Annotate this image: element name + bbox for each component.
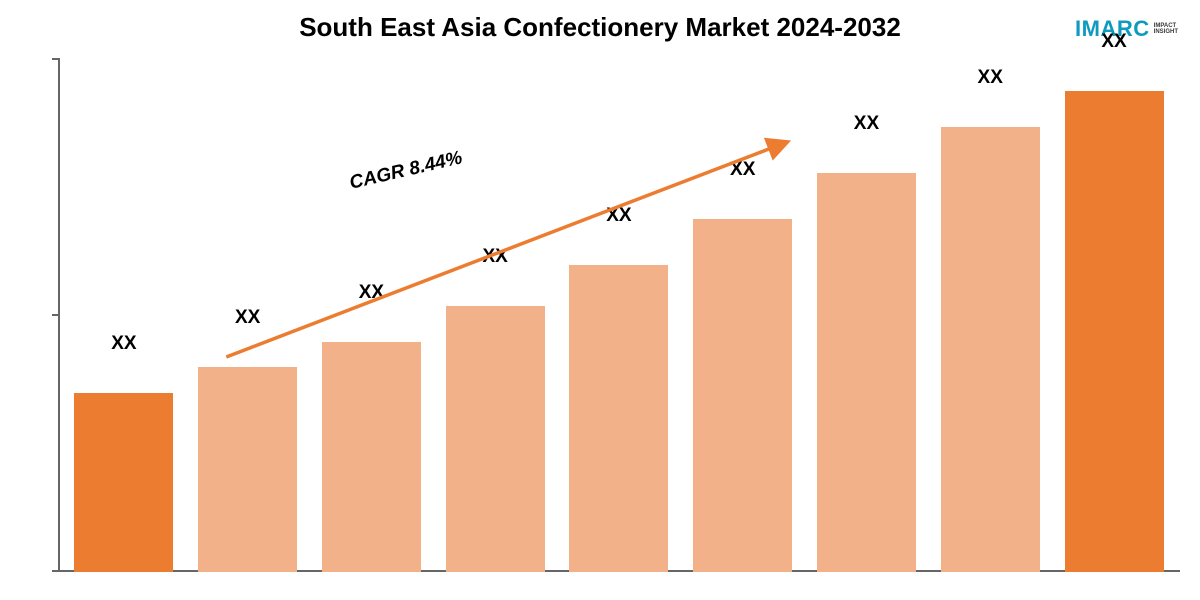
chart-container: South East Asia Confectionery Market 202… — [0, 0, 1200, 600]
bar — [446, 306, 545, 572]
bar-value-label: XX — [1101, 31, 1126, 61]
logo-tagline: IMPACT INSIGHT — [1154, 23, 1178, 35]
bar-column: XX — [805, 60, 929, 572]
bar-column: XX — [62, 60, 186, 572]
bar-column: XX — [1052, 60, 1176, 572]
bar-column: XX — [681, 60, 805, 572]
bar-column: XX — [310, 60, 434, 572]
bar-value-label: XX — [606, 205, 631, 235]
bar-column: XX — [433, 60, 557, 572]
bar — [693, 219, 792, 572]
bars-container: XX XX XX XX XX XX XX XX XX — [58, 60, 1180, 572]
bar — [74, 393, 173, 572]
bar-value-label: XX — [359, 282, 384, 312]
bar — [569, 265, 668, 572]
bar-value-label: XX — [854, 113, 879, 143]
bar-value-label: XX — [482, 246, 507, 276]
bar-column: XX — [186, 60, 310, 572]
chart-title: South East Asia Confectionery Market 202… — [0, 12, 1200, 43]
bar-value-label: XX — [730, 159, 755, 189]
logo-tagline-2: INSIGHT — [1154, 29, 1178, 35]
bar-column: XX — [928, 60, 1052, 572]
bar-value-label: XX — [111, 333, 136, 363]
bar — [198, 367, 297, 572]
bar-column: XX — [557, 60, 681, 572]
bar — [941, 127, 1040, 572]
plot-area: XXXXXXXXXXXXXXXXXX CAGR 8.44% — [58, 60, 1180, 572]
bar — [322, 342, 421, 572]
bar-value-label: XX — [235, 307, 260, 337]
bar — [817, 173, 916, 572]
bar — [1065, 91, 1164, 572]
bar-value-label: XX — [978, 67, 1003, 97]
